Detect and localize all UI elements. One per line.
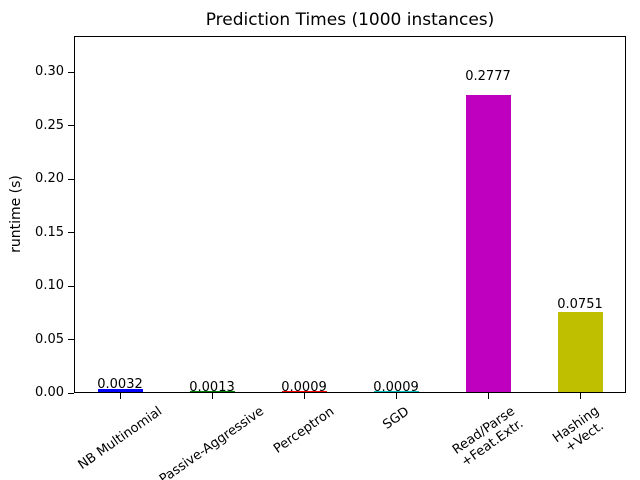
x-tick-label: Read/Parse +Feat.Extr. — [449, 403, 527, 471]
y-axis-label: runtime (s) — [8, 175, 24, 253]
y-tick-label: 0.00 — [35, 385, 64, 400]
x-tick-mark — [487, 393, 489, 399]
x-tick-mark — [211, 393, 213, 399]
plot-area — [74, 36, 626, 393]
x-tick-label: Hashing +Vect. — [549, 403, 607, 457]
chart-title: Prediction Times (1000 instances) — [205, 10, 495, 30]
x-tick-label: NB Multinomial — [75, 403, 165, 473]
x-tick-mark — [579, 393, 581, 399]
x-tick-mark — [303, 393, 305, 399]
x-tick-mark — [395, 393, 397, 399]
y-tick-label: 0.05 — [35, 331, 64, 347]
x-tick-mark — [119, 393, 121, 399]
y-tick-label: 0.30 — [35, 64, 64, 79]
x-tick-label: Perceptron — [270, 403, 338, 457]
x-tick-label: Passive-Aggressive — [157, 403, 267, 480]
x-tick-label: SGD — [380, 403, 412, 433]
